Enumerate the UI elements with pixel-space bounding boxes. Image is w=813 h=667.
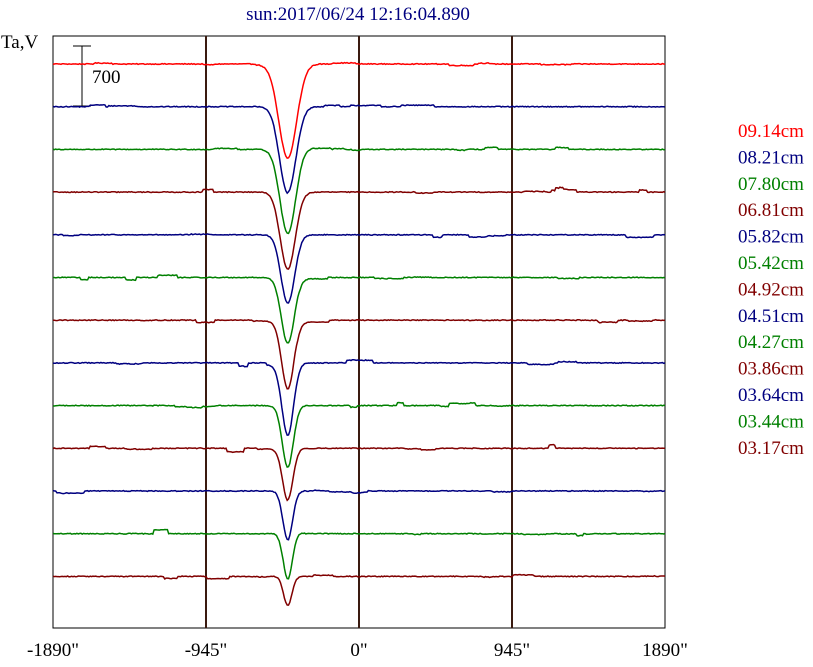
x-tick-label-2: 0" — [350, 640, 367, 661]
series-line-09.14cm — [52, 61, 666, 160]
legend-entry-07.80cm: 07.80cm — [738, 174, 804, 195]
legend-entry-04.51cm: 04.51cm — [738, 306, 804, 327]
series-line-03.86cm — [52, 443, 665, 502]
scale-bar-label: 700 — [92, 67, 121, 88]
x-tick-label-0: -1890" — [27, 640, 79, 661]
series-line-05.82cm — [52, 233, 666, 304]
series-line-05.42cm — [53, 274, 666, 344]
legend-entry-06.81cm: 06.81cm — [738, 200, 804, 221]
series-line-03.44cm — [52, 528, 666, 580]
scale-bar: 700 — [73, 45, 121, 107]
legend-entry-05.42cm: 05.42cm — [738, 253, 804, 274]
x-tick-labels: -1890" -945" 0" 945" 1890" — [27, 640, 688, 661]
legend-entry-04.92cm: 04.92cm — [738, 279, 804, 300]
legend-entry-04.27cm: 04.27cm — [738, 332, 804, 353]
series-line-03.17cm — [52, 573, 666, 606]
series-layer — [52, 61, 666, 606]
series-line-08.21cm — [52, 103, 666, 195]
series-line-04.51cm — [52, 358, 666, 437]
y-axis-label: Ta,V — [1, 32, 38, 53]
x-tick-label-4: 1890" — [642, 640, 688, 661]
series-line-06.81cm — [52, 186, 666, 270]
legend-entry-09.14cm: 09.14cm — [738, 121, 804, 142]
legend-entry-05.82cm: 05.82cm — [738, 227, 804, 248]
series-line-04.27cm — [52, 401, 666, 469]
series-line-03.64cm — [52, 489, 666, 541]
series-line-04.92cm — [53, 318, 666, 390]
legend-entry-03.86cm: 03.86cm — [738, 359, 804, 380]
legend-entry-03.44cm: 03.44cm — [738, 411, 804, 432]
legend-entry-08.21cm: 08.21cm — [738, 147, 804, 168]
legend-entry-03.64cm: 03.64cm — [738, 385, 804, 406]
series-line-07.80cm — [52, 146, 666, 235]
chart-title: sun:2017/06/24 12:16:04.890 — [246, 4, 470, 25]
x-tick-label-3: 945" — [494, 640, 530, 661]
vertical-gridlines — [205, 36, 513, 628]
legend-entry-03.17cm: 03.17cm — [738, 438, 804, 459]
legend: 09.14cm 08.21cm 07.80cm 06.81cm 05.82cm 05.42… — [738, 121, 804, 459]
x-tick-label-1: -945" — [185, 640, 228, 661]
